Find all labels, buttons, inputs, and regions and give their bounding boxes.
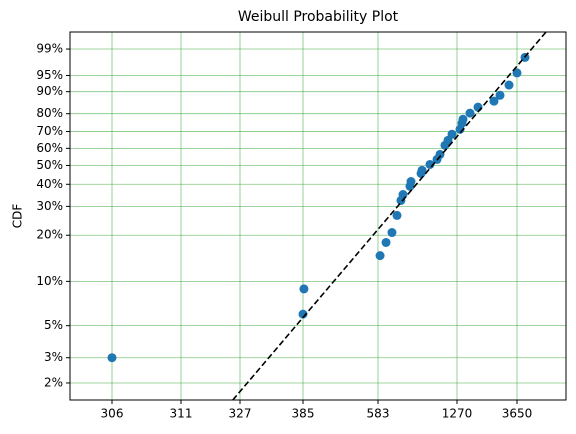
data-point — [435, 149, 445, 159]
chart-title: Weibull Probability Plot — [238, 9, 399, 25]
x-tick-label: 385 — [292, 407, 315, 421]
plot-area: 2% 3% 5% 10% 20% 30% 40% 50% 60% 70% 80% 90% 95% 99% 3… — [36, 31, 567, 421]
y-tick-label: 2% — [44, 375, 63, 389]
y-tick-label: 30% — [36, 199, 63, 213]
data-point — [495, 90, 505, 100]
y-tick-label: 60% — [36, 141, 63, 155]
y-tick-label: 70% — [36, 124, 63, 138]
x-tick-label: 583 — [367, 407, 390, 421]
axes-frame — [69, 31, 567, 401]
y-tick-label: 3% — [44, 350, 63, 364]
data-point — [465, 108, 475, 118]
data-point — [417, 165, 427, 175]
y-tick-label: 20% — [36, 228, 63, 242]
y-axis-label: CDF — [11, 204, 25, 229]
data-point — [375, 251, 385, 261]
data-point — [406, 177, 416, 187]
y-tick-label: 99% — [36, 42, 63, 56]
data-point — [398, 190, 408, 200]
data-point — [392, 210, 402, 220]
data-point — [489, 96, 499, 106]
x-tick-label: 327 — [229, 407, 252, 421]
data-point — [298, 309, 308, 319]
y-tick-label: 95% — [36, 68, 63, 82]
y-tick-label: 40% — [36, 177, 63, 191]
data-point — [512, 68, 522, 78]
y-tick-label: 50% — [36, 158, 63, 172]
data-point — [447, 129, 457, 139]
y-tick-label: 80% — [36, 106, 63, 120]
y-tick-label: 10% — [36, 274, 63, 288]
x-tick-label: 1270 — [442, 407, 473, 421]
x-tick-label: 3650 — [502, 407, 533, 421]
data-point — [387, 228, 397, 238]
x-tick-label: 311 — [170, 407, 193, 421]
data-point — [504, 80, 514, 90]
x-tick-label: 306 — [101, 407, 124, 421]
y-tick-label: 5% — [44, 318, 63, 332]
data-point — [107, 353, 117, 363]
data-point — [458, 114, 468, 124]
y-tick-label: 90% — [36, 84, 63, 98]
data-point — [299, 284, 309, 294]
data-point — [381, 237, 391, 247]
